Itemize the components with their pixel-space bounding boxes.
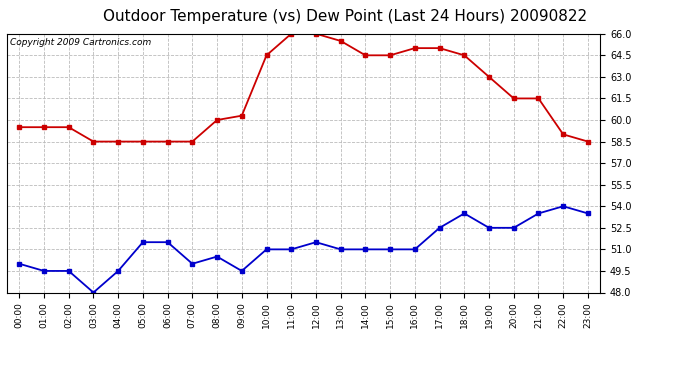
- Text: Copyright 2009 Cartronics.com: Copyright 2009 Cartronics.com: [10, 38, 151, 46]
- Text: Outdoor Temperature (vs) Dew Point (Last 24 Hours) 20090822: Outdoor Temperature (vs) Dew Point (Last…: [103, 9, 587, 24]
